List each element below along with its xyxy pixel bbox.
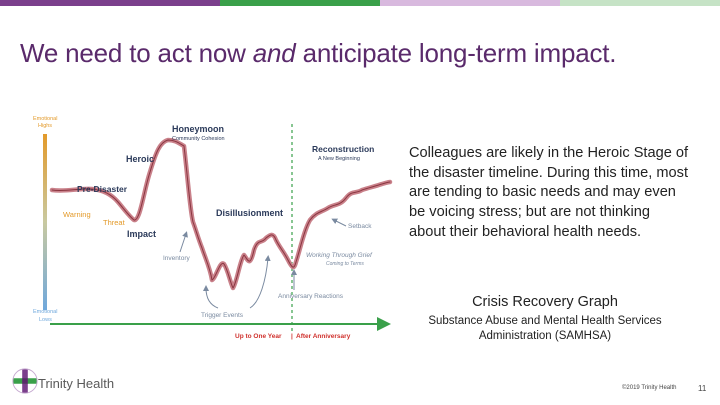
logo-text: Trinity Health	[38, 376, 115, 391]
copyright-text: ©2019 Trinity Health	[622, 385, 677, 391]
stage-impact: Impact	[127, 229, 156, 239]
stage-disillusionment: Disillusionment	[216, 208, 283, 218]
stage-heroic: Heroic	[126, 154, 154, 164]
trigger-arrow-left	[203, 285, 219, 309]
title-text-end: anticipate long-term impact.	[295, 38, 617, 68]
emotional-axis-bar	[43, 134, 47, 310]
title-emphasis: and	[252, 38, 296, 68]
stage-anniversary-reactions: Anniversary Reactions	[278, 293, 344, 300]
axis-bottom-label-1: Emotional	[33, 309, 57, 315]
stage-setback: Setback	[348, 223, 372, 230]
stage-threat: Threat	[103, 218, 126, 227]
inventory-arrow	[179, 231, 188, 253]
stage-new-beginning: A New Beginning	[318, 156, 360, 162]
stage-trigger-events: Trigger Events	[201, 312, 244, 319]
top-bar-segment-green	[220, 0, 380, 6]
body-paragraph: Colleagues are likely in the Heroic Stag…	[409, 145, 689, 240]
stage-pre-disaster: Pre-Disaster	[77, 184, 128, 194]
stage-coming-to-terms: Coming to Terms	[326, 261, 364, 267]
slide-title: We need to act now and anticipate long-t…	[20, 38, 617, 69]
setback-arrow	[331, 218, 347, 227]
caption-source: Substance Abuse and Mental Health Servic…	[428, 315, 662, 342]
crisis-recovery-chart: Emotional Highs Emotional Lows Honeymoon…	[33, 116, 393, 340]
stage-community-cohesion: Community Cohesion	[172, 136, 225, 142]
stage-working-through-grief: Working Through Grief	[306, 252, 373, 259]
caption-title: Crisis Recovery Graph	[472, 294, 618, 310]
timeline-divider-label: |	[291, 333, 293, 340]
axis-bottom-label-2: Lows	[39, 317, 52, 323]
axis-top-label-1: Emotional	[33, 116, 57, 122]
title-text-start: We need to act now	[20, 38, 253, 68]
timeline-left-label: Up to One Year	[235, 333, 282, 340]
stage-inventory: Inventory	[163, 255, 190, 262]
trinity-health-logo-icon	[12, 368, 38, 394]
axis-top-label-2: Highs	[38, 123, 52, 129]
chart-caption: Crisis Recovery Graph Substance Abuse an…	[400, 294, 690, 344]
page-number: 11	[698, 384, 707, 393]
top-bar-segment-mint	[560, 0, 720, 6]
stage-warning: Warning	[63, 210, 91, 219]
top-bar-segment-lilac	[380, 0, 560, 6]
stage-honeymoon: Honeymoon	[172, 124, 224, 134]
timeline-right-label: After Anniversary	[296, 333, 351, 340]
stage-reconstruction: Reconstruction	[312, 144, 374, 154]
recovery-curve-core	[51, 139, 391, 289]
top-color-bar	[0, 0, 720, 6]
top-bar-segment-purple	[0, 0, 220, 6]
trigger-arrow-right	[249, 255, 271, 309]
